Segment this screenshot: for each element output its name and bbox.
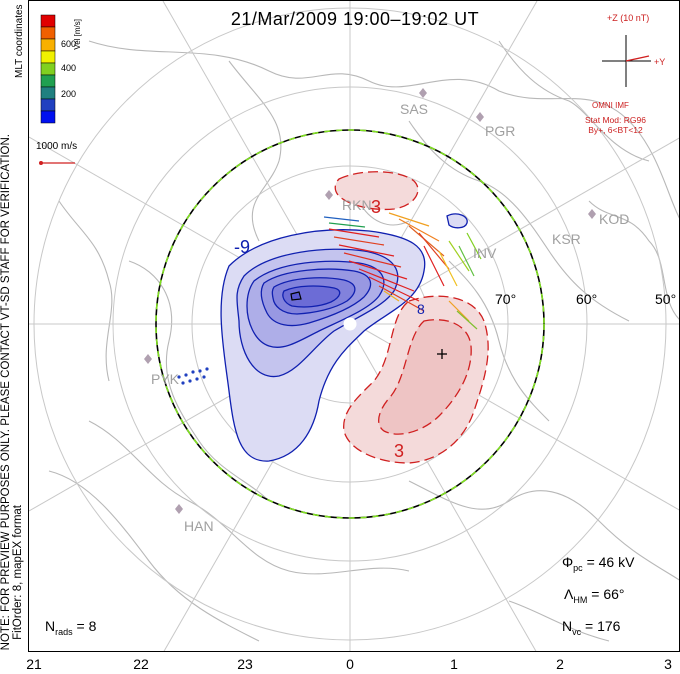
nvc-value: = 176 [581, 618, 621, 634]
colorbar-tick-400: 400 [61, 63, 77, 73]
station-kod: KOD [599, 211, 630, 227]
mlt-hour-1: 1 [450, 656, 458, 672]
page-title: 21/Mar/2009 19:00–19:02 UT [230, 9, 480, 29]
nvc-symbol: N [562, 618, 573, 634]
colorbar-tick-200: 200 [61, 89, 77, 99]
coord-label: MLT coordinates [14, 4, 25, 78]
lat-label-60: 60° [576, 291, 598, 307]
scale-label: 1000 m/s [36, 141, 78, 152]
stat-model-line2: By+, 6<BT<12 [588, 125, 643, 135]
negative-potential-cell [220, 229, 426, 462]
station-pgr: PGR [485, 123, 516, 139]
map-frame: 21/Mar/2009 19:00–19:02 UT +Z (10 nT) +Y… [28, 0, 680, 652]
lambda-symbol: Λ [564, 586, 574, 602]
stat-model-line1: Stat Mod: RG96 [585, 115, 646, 125]
phi-value: = 46 kV [582, 554, 635, 570]
lambda-sub: HM [573, 594, 588, 605]
colorbar-label: Vel [m/s] [73, 19, 82, 50]
station-inv: INV [473, 245, 497, 261]
preview-note-text: NOTE: FOR PREVIEW PURPOSES ONLY. PLEASE … [0, 133, 12, 650]
stat-model: Stat Mod: RG96 By+, 6<BT<12 [585, 115, 646, 135]
lat-label-70: 70° [495, 291, 517, 307]
stat-phi-pc: Φpc = 46 kV [562, 554, 634, 573]
contour-label-pos-bottom: 3 [394, 441, 405, 461]
mlt-hour-23: 23 [237, 656, 253, 672]
velocity-colorbar [40, 14, 56, 124]
imf-y-label: +Y [654, 57, 666, 67]
mlt-hour-3: 3 [664, 656, 672, 672]
station-han: HAN [184, 518, 214, 534]
station-pyk: PYK [151, 371, 180, 387]
velocity-scale-vector [39, 161, 75, 165]
lat-label-50: 50° [655, 291, 677, 307]
nrads-value: = 8 [72, 618, 97, 634]
mlt-hour-0: 0 [346, 656, 354, 672]
nvc-sub: vc [572, 626, 582, 637]
nrads-symbol: N [45, 618, 56, 634]
contour-label-inner: 8 [417, 301, 425, 317]
preview-note: NOTE: FOR PREVIEW PURPOSES ONLY. PLEASE … [0, 60, 12, 650]
nrads-sub: rads [55, 626, 73, 637]
potential-max-marker [437, 349, 447, 359]
imf-z-label: +Z (10 nT) [607, 13, 650, 23]
imf-dial [602, 35, 651, 87]
phi-sub: pc [573, 562, 583, 573]
positive-potential-cell [334, 171, 489, 464]
mlt-hour-22: 22 [133, 656, 149, 672]
station-sas: SAS [400, 101, 429, 117]
stat-n-vc: Nvc = 176 [562, 618, 620, 637]
station-rkn: RKN [342, 197, 372, 213]
stat-lambda-hm: ΛHM = 66° [564, 586, 625, 605]
mlt-hour-2: 2 [556, 656, 564, 672]
station-ksr: KSR [552, 231, 581, 247]
phi-symbol: Φ [562, 554, 574, 570]
pole-marker [343, 317, 357, 331]
contour-label-pos-top: 3 [371, 197, 382, 217]
imf-source: OMNI IMF [592, 101, 629, 110]
convection-map [29, 1, 679, 651]
mlt-hour-21: 21 [26, 656, 42, 672]
fitorder-note-text: FitOrder: 8, mapEX format [12, 505, 24, 640]
lambda-value: = 66° [587, 586, 625, 602]
stat-n-rads: Nrads = 8 [45, 618, 96, 637]
station-markers [144, 88, 596, 514]
velocity-vectors [177, 212, 482, 385]
colorbar-tick-600: 600 [61, 39, 77, 49]
contour-label-neg: -9 [234, 237, 251, 257]
